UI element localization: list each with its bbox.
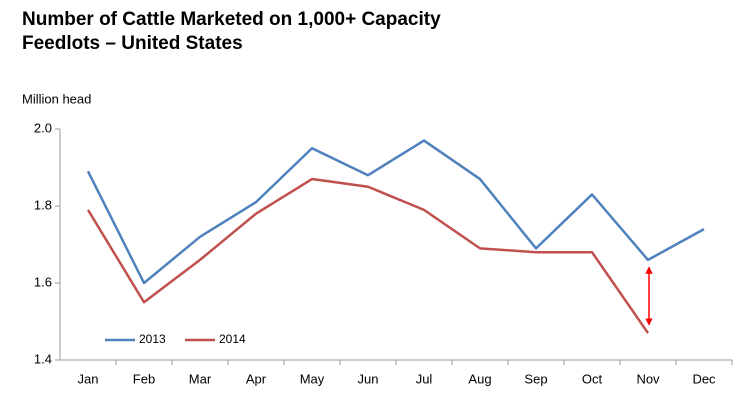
x-tick-label: Mar xyxy=(189,371,212,386)
x-tick-label: Dec xyxy=(692,371,716,386)
legend-label: 2013 xyxy=(139,332,166,346)
x-tick-label: Aug xyxy=(468,371,491,386)
legend-label: 2014 xyxy=(219,332,246,346)
x-tick-label: Nov xyxy=(636,371,660,386)
x-tick-label: Apr xyxy=(246,371,267,386)
y-tick-label: 1.4 xyxy=(34,351,52,366)
x-tick-label: Oct xyxy=(582,371,603,386)
series-line xyxy=(86,177,650,334)
y-tick-label: 1.6 xyxy=(34,274,52,289)
x-tick-label: May xyxy=(300,371,325,386)
y-axis-label: Million head xyxy=(22,91,91,106)
x-tick-label: Sep xyxy=(524,371,547,386)
x-tick-label: Jan xyxy=(78,371,99,386)
x-tick-label: Feb xyxy=(133,371,155,386)
x-tick-label: Jun xyxy=(358,371,379,386)
series-line xyxy=(86,139,705,285)
y-tick-label: 1.8 xyxy=(34,197,52,212)
chart-title: Number of Cattle Marketed on 1,000+ Capa… xyxy=(22,9,441,54)
y-tick-label: 2.0 xyxy=(34,120,52,135)
x-tick-label: Jul xyxy=(416,371,433,386)
